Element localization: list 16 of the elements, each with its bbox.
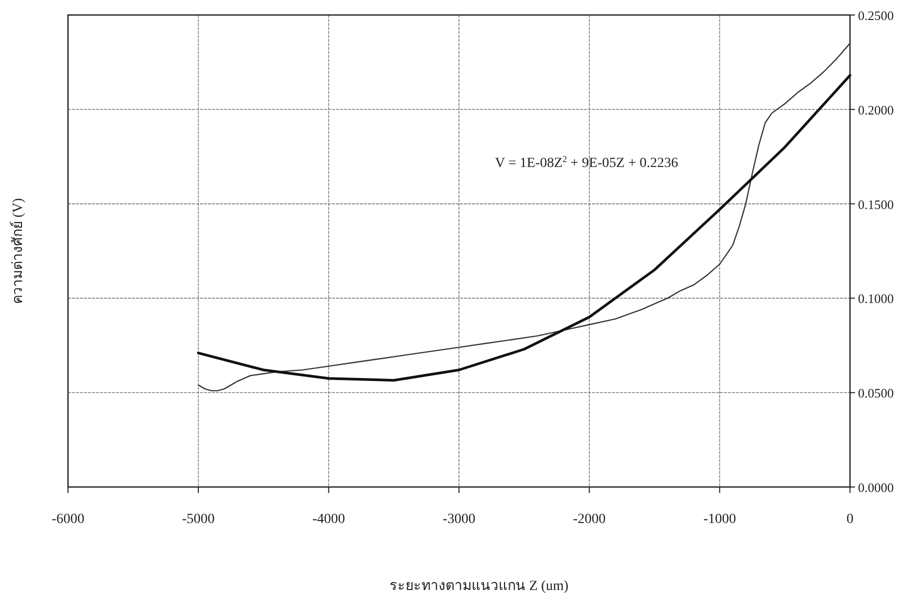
x-tick-label: -6000 [52,512,84,527]
x-tick-label: -4000 [312,512,346,527]
y-axis-title: ความต่างศักย์ (V) [9,198,26,304]
annotation: V = 1E-08Z$^{2}$ + 9E-05Z + 0.2236 [495,154,678,171]
x-tick-label: -3000 [442,512,476,527]
x-tick-label: 0 [846,512,854,527]
y-tick-label: 0.2500 [858,8,894,23]
y-tick-label: 0.0000 [858,480,894,495]
y-tick-label: 0.2000 [858,102,894,118]
x-tick-label: -5000 [182,512,215,527]
x-tick-label: -1000 [703,512,736,527]
x-tick-label: -2000 [572,512,606,527]
y-tick-label: 0.0500 [858,386,894,401]
x-axis-title: ระยะทางตามแนวแกน Z (um) [390,579,569,594]
y-tick-label: 0.1000 [858,291,894,306]
y-tick-label: 0.1500 [858,196,894,212]
